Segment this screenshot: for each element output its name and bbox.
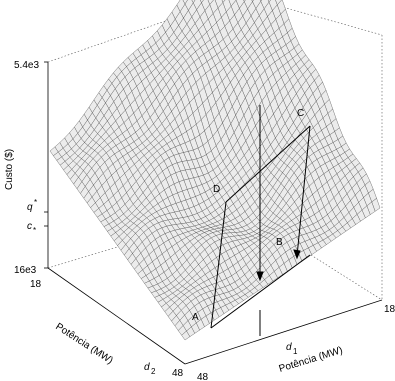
d2-start: 18 [30,279,42,290]
point-label: D [213,184,220,195]
d1-end: 18 [384,304,395,315]
point-label: B [276,237,283,248]
z-bottom-label: 16e3 [14,265,37,276]
d2-symbol: d [144,362,150,373]
d1-sub: 1 [293,347,298,356]
point-label: A [192,312,199,323]
point-label: C [297,108,304,119]
q-label: q [27,202,33,213]
axes [44,61,383,365]
mesh-cell [199,0,204,4]
path-lines [210,105,311,336]
d1-start: 48 [197,372,209,381]
z-axis-label: Custo ($) [4,149,15,190]
mesh-cell [182,0,188,5]
c-label: c [27,221,32,232]
mesh-cell [191,0,196,4]
mesh-cell [181,330,191,341]
c-star: * [33,226,36,235]
surface-mesh [49,0,381,341]
z-top-label: 5.4e3 [14,60,39,71]
d1-symbol: d [286,342,292,353]
d2-axis-label: Potência (MW) [53,321,114,366]
d2-sub: 2 [151,367,156,376]
d2-end: 48 [172,368,184,379]
q-star: * [34,198,37,207]
